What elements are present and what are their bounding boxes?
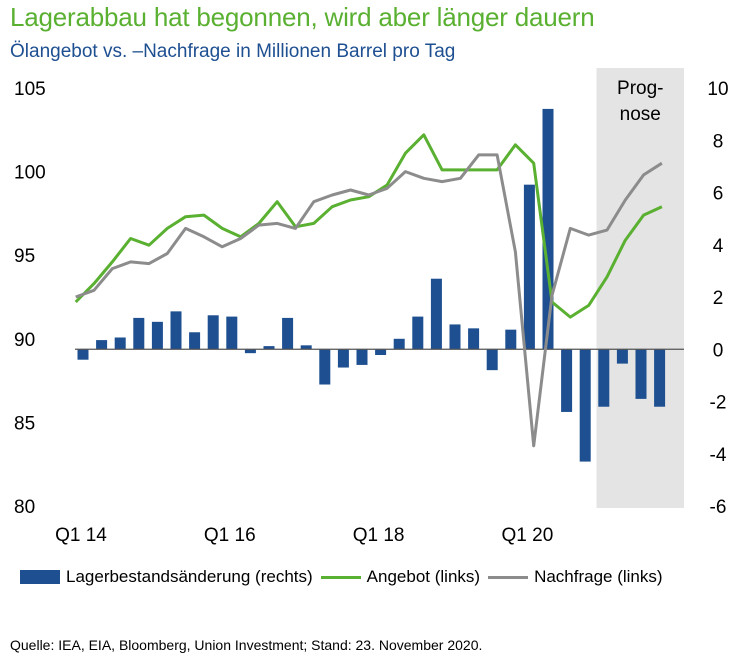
inventory-bar	[226, 316, 238, 350]
inventory-bar	[523, 184, 535, 350]
left-axis-tick-label: 95	[14, 246, 35, 267]
inventory-bar	[189, 332, 201, 350]
inventory-bar	[486, 349, 498, 371]
x-axis-tick-label: Q1 14	[55, 525, 107, 546]
inventory-bar	[616, 349, 628, 364]
inventory-bar	[170, 311, 182, 350]
chart-subtitle: Ölangebot vs. –Nachfrage in Millionen Ba…	[10, 41, 456, 62]
legend-item-demand: Nachfrage (links)	[488, 567, 663, 587]
forecast-label-line2: nose	[620, 104, 661, 125]
inventory-bar	[337, 349, 349, 368]
legend-swatch-inventory	[20, 570, 60, 584]
inventory-bar	[114, 337, 126, 350]
inventory-bar	[244, 349, 256, 354]
inventory-bar	[96, 340, 108, 350]
right-axis-tick-label: 0	[713, 340, 724, 361]
right-axis-tick-label: 4	[713, 236, 724, 257]
inventory-bar	[300, 345, 312, 350]
right-axis-tick-label: 8	[713, 131, 724, 152]
inventory-bar	[263, 346, 275, 350]
legend-label-inventory: Lagerbestandsänderung (rechts)	[66, 567, 313, 586]
legend-swatch-demand	[488, 575, 529, 579]
inventory-bar	[654, 349, 666, 407]
demand-line	[75, 153, 663, 448]
left-axis-tick-label: 90	[14, 330, 35, 351]
right-axis-tick-label: -4	[710, 445, 727, 466]
x-axis-tick-label: Q1 18	[353, 525, 405, 546]
legend: Lagerbestandsänderung (rechts) Angebot (…	[20, 563, 671, 591]
inventory-bar	[412, 316, 424, 350]
inventory-bar	[635, 349, 647, 399]
inventory-bar	[579, 349, 591, 462]
inventory-bar	[375, 349, 387, 355]
legend-swatch-supply	[320, 575, 361, 579]
legend-label-demand: Nachfrage (links)	[534, 567, 663, 586]
legend-item-inventory: Lagerbestandsänderung (rechts)	[20, 567, 313, 587]
right-axis-tick-label: -2	[710, 393, 727, 414]
forecast-shaded-area	[596, 68, 684, 508]
left-axis-tick-label: 80	[14, 497, 35, 518]
legend-item-supply: Angebot (links)	[320, 567, 481, 587]
inventory-bar	[207, 315, 219, 350]
inventory-bar	[542, 108, 554, 350]
inventory-bar	[505, 329, 517, 350]
inventory-bar	[449, 324, 461, 350]
right-axis-tick-label: 10	[707, 79, 728, 100]
left-axis-tick-label: 100	[14, 163, 46, 184]
inventory-bar	[356, 349, 368, 365]
inventory-bar	[77, 349, 89, 360]
inventory-bar	[430, 278, 442, 350]
inventory-bar	[319, 349, 331, 385]
left-axis-tick-label: 85	[14, 413, 35, 434]
right-axis-tick-label: 6	[713, 184, 724, 205]
right-axis-tick-label: -6	[710, 497, 727, 518]
inventory-bar	[393, 338, 405, 350]
source-note: Quelle: IEA, EIA, Bloomberg, Union Inves…	[10, 637, 483, 653]
inventory-bar	[282, 317, 294, 350]
right-axis-tick-label: 2	[713, 288, 724, 309]
inventory-bar	[133, 317, 145, 350]
inventory-bar	[151, 321, 163, 350]
inventory-bar	[468, 328, 480, 350]
x-axis-tick-label: Q1 16	[204, 525, 256, 546]
legend-label-supply: Angebot (links)	[366, 567, 481, 586]
supply-line	[74, 133, 663, 319]
left-axis-tick-label: 105	[14, 79, 46, 100]
inventory-bar	[561, 349, 573, 412]
inventory-bar	[598, 349, 610, 407]
x-axis-tick-label: Q1 20	[502, 525, 554, 546]
forecast-label-line1: Prog-	[617, 78, 663, 99]
chart-title: Lagerabbau hat begonnen, wird aber länge…	[10, 2, 595, 32]
